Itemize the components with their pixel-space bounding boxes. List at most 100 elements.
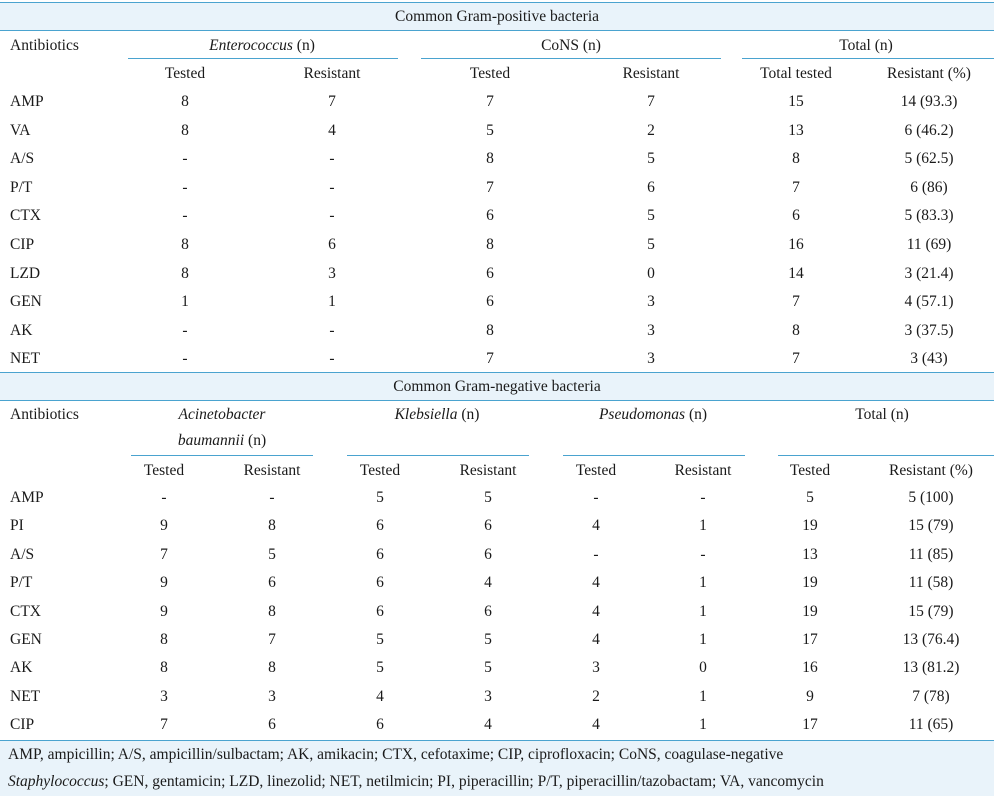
- total-header: Total (n): [839, 37, 893, 54]
- table-cell: 7: [328, 93, 336, 110]
- table-cell: 6: [647, 178, 655, 196]
- table-cell: -: [700, 489, 706, 506]
- table-cell: 9: [160, 517, 168, 535]
- table-cell: 6: [486, 264, 494, 282]
- table-cell: 3 (37.5): [904, 321, 954, 339]
- antibiotics-header: Antibiotics: [10, 406, 79, 423]
- antibiotic-name-cell: A/S: [10, 150, 35, 168]
- table-cell: 11 (69): [906, 236, 952, 253]
- antibiotic-name-cell: LZD: [10, 264, 41, 282]
- enterococcus-rule: [128, 58, 398, 59]
- gram-negative-title: Common Gram-negative bacteria: [0, 372, 994, 401]
- antibiotic-name-cell: NET: [10, 687, 41, 705]
- table-cell: -: [182, 207, 188, 225]
- table-cell: -: [182, 150, 188, 168]
- table-cell: 8: [792, 321, 800, 339]
- sub-header: Tested: [359, 462, 401, 479]
- table-cell: 7: [792, 178, 800, 196]
- table-cell: 4: [328, 121, 336, 139]
- table-cell: 3: [160, 687, 168, 705]
- table-cell: 5: [376, 631, 384, 648]
- antibiotic-name-cell: VA: [10, 121, 31, 139]
- table-cell: 19: [802, 517, 818, 535]
- antibiotic-name-cell: NET: [10, 350, 41, 368]
- table-cell: 4: [592, 602, 600, 620]
- table-cell: 6: [376, 545, 384, 563]
- table-cell: -: [329, 150, 335, 168]
- antibiotic-name-cell: CIP: [10, 716, 35, 734]
- table-cell: 8: [181, 93, 189, 110]
- table-cell: 3: [592, 659, 600, 677]
- antibiotic-name-cell: AMP: [10, 93, 44, 110]
- table-cell: 4: [592, 631, 600, 648]
- table-cell: 15 (79): [908, 602, 954, 620]
- antibiotic-name-cell: P/T: [10, 574, 33, 592]
- antibiotic-name-cell: CTX: [10, 602, 41, 620]
- table-cell: 6: [486, 293, 494, 311]
- table-cell: -: [329, 350, 335, 368]
- table-cell: 0: [647, 264, 655, 282]
- antibiotic-name-cell: CTX: [10, 207, 41, 225]
- table-cell: 6: [486, 207, 494, 225]
- table-cell: -: [182, 178, 188, 196]
- total-rule: [742, 58, 994, 59]
- table-cell: 5 (83.3): [904, 207, 954, 225]
- table-cell: 6: [484, 602, 492, 620]
- table-cell: -: [593, 545, 599, 563]
- antibiotics-header: Antibiotics: [10, 37, 79, 54]
- table-cell: -: [329, 178, 335, 196]
- antibiotic-name-cell: GEN: [10, 631, 42, 648]
- table-cell: 19: [802, 574, 818, 592]
- table-cell: 5: [484, 631, 492, 648]
- table-cell: 4: [592, 716, 600, 734]
- table-cell: 9: [160, 602, 168, 620]
- cons-rule: [421, 58, 721, 59]
- table-cell: 15: [788, 93, 804, 110]
- table-cell: -: [182, 321, 188, 339]
- table-cell: 8: [160, 659, 168, 677]
- sub-header: Resistant: [622, 65, 680, 82]
- table-cell: -: [329, 207, 335, 225]
- klebsiella-rule: [347, 455, 529, 456]
- sub-header: Tested: [469, 65, 511, 82]
- table-cell: 3: [268, 687, 276, 705]
- table-cell: 4: [484, 716, 492, 734]
- footnote-line-1: AMP, ampicillin; A/S, ampicillin/sulbact…: [8, 746, 784, 763]
- table-cell: 1: [699, 574, 707, 592]
- table-cell: 4: [484, 574, 492, 592]
- table-cell: 5: [376, 489, 384, 506]
- sub-header: Tested: [575, 462, 617, 479]
- table-cell: -: [182, 350, 188, 368]
- table-cell: 17: [802, 716, 818, 734]
- acinetobacter-rule: [131, 455, 313, 456]
- table-cell: 16: [802, 659, 818, 677]
- antibiotic-name-cell: P/T: [10, 178, 33, 196]
- table-cell: 7: [160, 545, 168, 563]
- table-cell: 8: [486, 150, 494, 168]
- total-header: Total (n): [855, 406, 909, 423]
- table-cell: 7: [486, 350, 494, 368]
- sub-header: Resistant (%): [889, 462, 973, 479]
- table-cell: 5: [647, 236, 655, 253]
- table-cell: 7: [486, 178, 494, 196]
- table-cell: 5: [268, 545, 276, 563]
- table-cell: 6: [484, 545, 492, 563]
- table-cell: 8: [181, 236, 189, 253]
- table-cell: 2: [647, 121, 655, 139]
- table-cell: 1: [699, 602, 707, 620]
- antibiotic-name-cell: AK: [10, 659, 33, 677]
- table-cell: 13: [788, 121, 804, 139]
- table-cell: 8: [486, 321, 494, 339]
- table-cell: 7 (78): [912, 687, 950, 705]
- table-cell: 17: [802, 631, 818, 648]
- table-cell: 16: [788, 236, 804, 253]
- table-cell: 4: [592, 574, 600, 592]
- table-cell: 8: [181, 264, 189, 282]
- table-cell: 1: [699, 631, 707, 648]
- table-cell: 3: [647, 350, 655, 368]
- table-cell: 6: [376, 517, 384, 535]
- sub-header: Tested: [143, 462, 185, 479]
- table-cell: 11 (58): [908, 574, 954, 592]
- table-cell: 7: [792, 350, 800, 368]
